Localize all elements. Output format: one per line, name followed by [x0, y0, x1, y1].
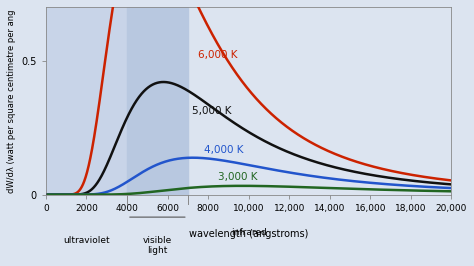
X-axis label: wavelength (angstroms): wavelength (angstroms) [189, 229, 308, 239]
Text: 4,000 K: 4,000 K [204, 145, 244, 155]
Text: 5,000 K: 5,000 K [192, 106, 231, 117]
Bar [46, 7, 127, 195]
Text: infrared: infrared [231, 228, 266, 237]
Text: 6,000 K: 6,000 K [198, 50, 237, 60]
Y-axis label: dW/dλ (watt per square centimetre per ang: dW/dλ (watt per square centimetre per an… [7, 9, 16, 193]
Text: ultraviolet: ultraviolet [63, 236, 110, 245]
Bar [127, 7, 188, 195]
Text: 3,000 K: 3,000 K [218, 172, 258, 182]
Text: visible
light: visible light [143, 236, 172, 255]
